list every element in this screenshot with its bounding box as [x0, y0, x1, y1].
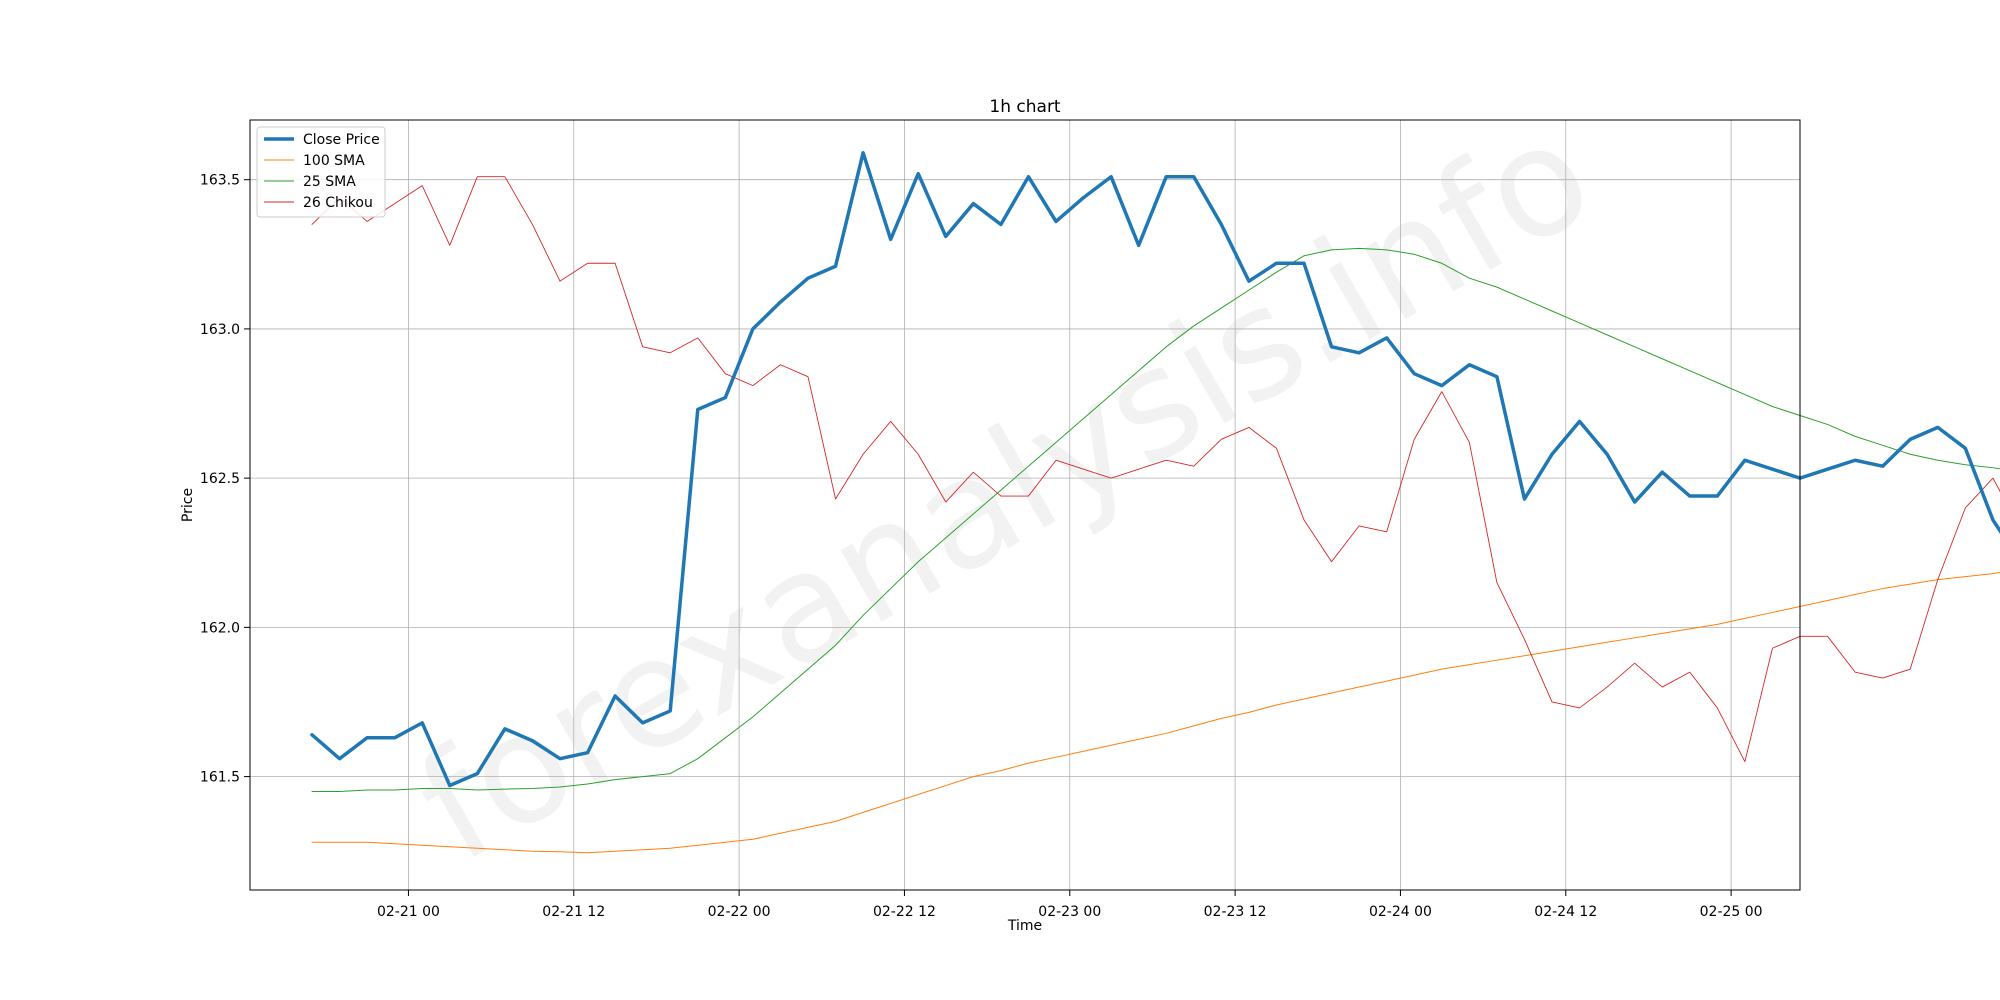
y-axis: 161.5 162.0 162.5 163.0 163.5	[200, 173, 250, 786]
x-tick-label: 02-23 00	[1038, 904, 1101, 920]
y-tick-label: 162.5	[200, 471, 240, 487]
chart-title: 1h chart	[989, 97, 1061, 117]
legend-label-100-sma: 100 SMA	[303, 153, 365, 169]
x-tick-label: 02-24 00	[1369, 904, 1432, 920]
y-tick-label: 163.0	[200, 322, 240, 338]
x-tick-label: 02-25 00	[1700, 904, 1763, 920]
x-tick-label: 02-23 12	[1204, 904, 1267, 920]
x-axis: 02-21 00 02-21 12 02-22 00 02-22 12 02-23 00…	[377, 890, 1763, 920]
y-axis-title: Price	[180, 488, 196, 522]
x-axis-title: Time	[1007, 918, 1042, 934]
plot-frame	[249, 119, 1801, 891]
series-line-26-chikou	[311, 176, 2000, 763]
x-tick-label: 02-21 12	[542, 904, 605, 920]
series-line-25-sma	[311, 247, 2000, 793]
y-tick-label: 163.5	[200, 173, 240, 189]
series-layer	[310, 151, 2000, 854]
x-tick-label: 02-24 12	[1534, 904, 1597, 920]
x-tick-label: 02-21 00	[377, 904, 440, 920]
legend-box	[256, 126, 386, 218]
watermark-text: forexanalysis.info	[391, 87, 1619, 897]
legend-label-26-chikou: 26 Chikou	[303, 195, 373, 211]
y-tick-label: 162.0	[200, 620, 240, 636]
series-line-close-price	[310, 151, 2000, 788]
legend-label-close-price: Close Price	[303, 132, 380, 148]
x-tick-label: 02-22 00	[708, 904, 771, 920]
legend: Close Price 100 SMA 25 SMA 26 Chikou	[256, 126, 386, 218]
series-line-100-sma	[311, 571, 2000, 854]
x-tick-label: 02-22 12	[873, 904, 936, 920]
legend-label-25-sma: 25 SMA	[303, 174, 356, 190]
y-tick-label: 161.5	[200, 770, 240, 786]
